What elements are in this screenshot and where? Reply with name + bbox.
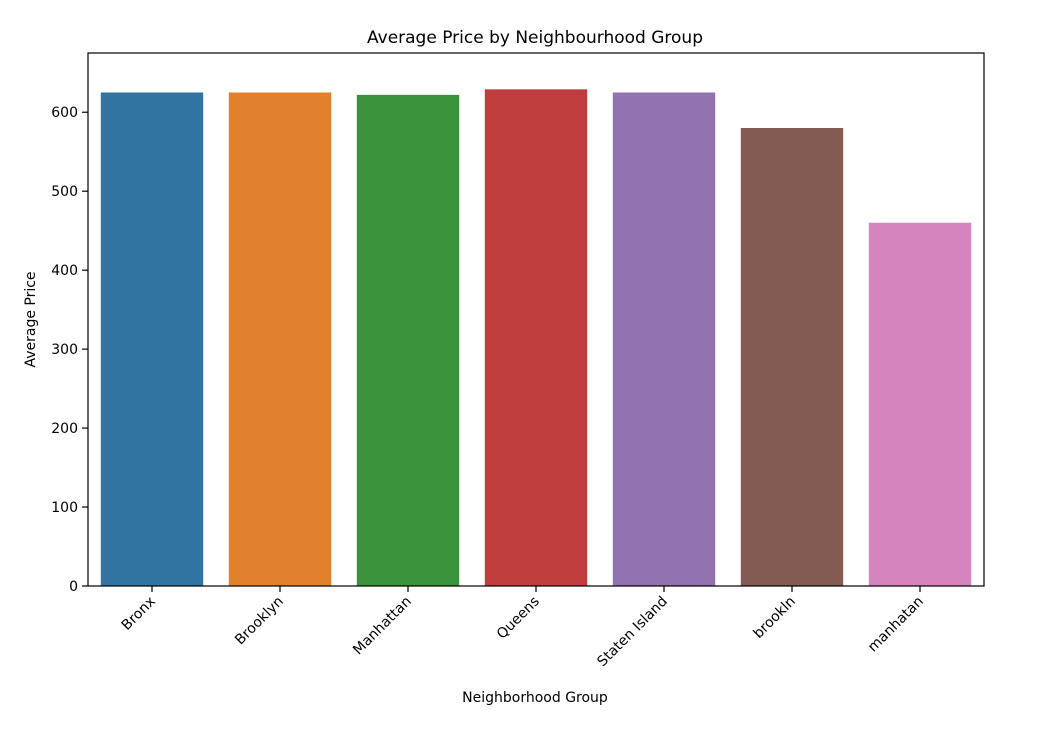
bar-brooklyn	[228, 92, 332, 587]
y-tick-label: 400	[51, 263, 78, 279]
bar-manhattan	[356, 94, 460, 586]
x-tick-label: brookln	[751, 594, 799, 642]
bar-manhatan	[868, 222, 972, 586]
plot-frame	[87, 52, 985, 587]
x-tick-label: Bronx	[119, 594, 159, 634]
y-tick-label: 0	[69, 579, 78, 595]
y-axis: 0 100 200 300 400 500 600	[51, 105, 88, 595]
y-tick-label: 200	[51, 421, 78, 437]
x-tick-label: Manhattan	[350, 594, 415, 659]
y-tick-label: 500	[51, 184, 78, 200]
x-axis-label: Neighborhood Group	[462, 690, 608, 706]
x-tick-label: Staten Island	[594, 594, 670, 670]
y-axis-label: Average Price	[23, 271, 39, 367]
x-tick-label: Brooklyn	[232, 594, 287, 649]
x-tick-label: manhatan	[865, 594, 927, 656]
bar-brookln	[740, 128, 844, 586]
x-tick-label: Queens	[494, 594, 543, 643]
bar-staten-island	[612, 92, 716, 587]
y-tick-label: 600	[51, 105, 78, 121]
y-tick-label: 300	[51, 342, 78, 358]
bars-group	[100, 89, 972, 587]
bar-bronx	[100, 92, 204, 587]
bar-queens	[484, 89, 588, 586]
y-tick-label: 100	[51, 500, 78, 516]
x-axis: Bronx Brooklyn Manhattan Queens Staten Islan…	[119, 586, 927, 670]
chart-title: Average Price by Neighbourhood Group	[367, 28, 703, 48]
